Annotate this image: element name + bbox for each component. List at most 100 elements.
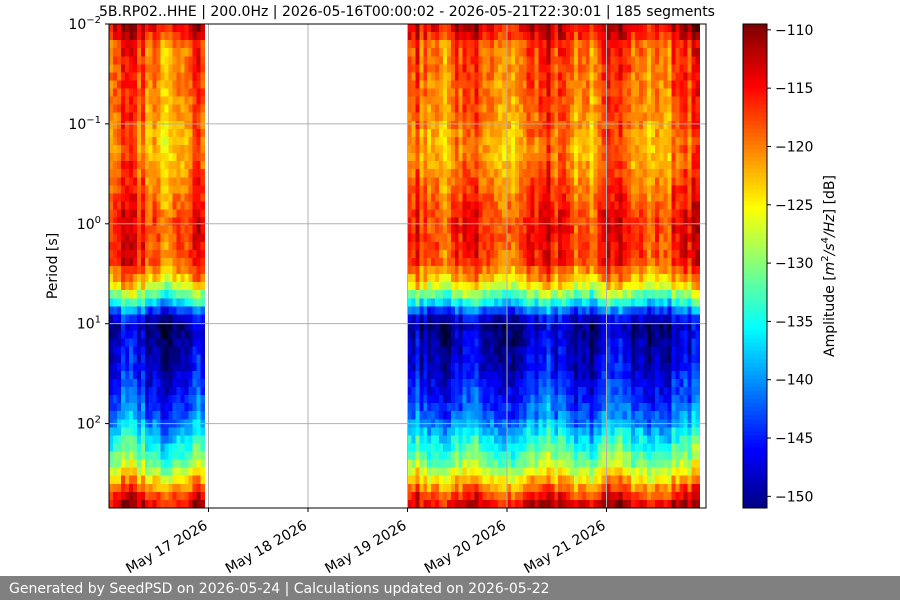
heatmap-cell <box>550 104 555 114</box>
heatmap-cell <box>474 96 479 106</box>
heatmap-cell <box>570 193 575 202</box>
heatmap-cell <box>148 266 154 275</box>
heatmap-cell <box>482 193 487 202</box>
heatmap-cell <box>470 411 475 420</box>
heatmap-cell <box>482 459 487 469</box>
heatmap-cell <box>152 185 158 194</box>
heatmap-cell <box>415 266 420 275</box>
heatmap-cell <box>562 290 567 299</box>
heatmap-cell <box>109 322 114 331</box>
heatmap-cell <box>415 112 420 122</box>
heatmap-cell <box>415 120 420 130</box>
heatmap-cell <box>482 136 487 146</box>
heatmap-cell <box>490 322 495 331</box>
heatmap-cell <box>184 411 189 420</box>
heatmap-cell <box>128 427 134 436</box>
heatmap-cell <box>470 314 475 323</box>
heatmap-cell <box>589 298 595 307</box>
heatmap-cell <box>168 225 173 235</box>
heatmap-cell <box>140 177 146 186</box>
heatmap-cell <box>474 112 479 122</box>
heatmap-cell <box>510 282 516 291</box>
heatmap-cell <box>176 330 181 339</box>
heatmap-cell <box>474 201 479 210</box>
heatmap-cell <box>585 266 591 275</box>
heatmap-cell <box>160 193 166 202</box>
heatmap-cell <box>431 395 436 404</box>
heatmap-cell <box>439 459 444 469</box>
heatmap-cell <box>478 443 483 452</box>
heatmap-cell <box>534 274 539 283</box>
heatmap-cell <box>164 72 169 81</box>
heatmap-cell <box>622 177 628 186</box>
heatmap-cell <box>562 378 567 388</box>
heatmap-cell <box>470 354 475 364</box>
heatmap-cell <box>180 306 185 315</box>
heatmap-cell <box>546 161 551 170</box>
heatmap-cell <box>188 387 193 396</box>
heatmap-cell <box>546 499 551 509</box>
heatmap-cell <box>156 427 162 436</box>
heatmap-cell <box>546 193 551 202</box>
heatmap-cell <box>196 201 201 210</box>
heatmap-cell <box>638 403 644 412</box>
heatmap-cell <box>566 443 571 452</box>
heatmap-cell <box>570 40 575 49</box>
heatmap-cell <box>196 249 201 259</box>
heatmap-cell <box>180 161 185 170</box>
heatmap-cell <box>597 378 602 388</box>
heatmap-cell <box>593 185 598 194</box>
heatmap-cell <box>530 185 535 194</box>
heatmap-cell <box>168 145 173 154</box>
heatmap-cell <box>526 169 532 178</box>
heatmap-cell <box>124 185 130 194</box>
heatmap-cell <box>458 451 464 460</box>
heatmap-cell <box>474 120 479 130</box>
heatmap-cell <box>148 161 154 170</box>
heatmap-cell <box>494 435 499 444</box>
heatmap-cell <box>546 32 551 41</box>
heatmap-cell <box>510 241 516 251</box>
heatmap-cell <box>638 161 644 170</box>
heatmap-cell <box>526 387 532 396</box>
heatmap-cell <box>180 145 185 154</box>
heatmap-cell <box>442 193 448 202</box>
heatmap-cell <box>462 201 467 210</box>
heatmap-cell <box>530 225 535 235</box>
heatmap-cell <box>152 282 158 291</box>
heatmap-cell <box>507 330 512 339</box>
heatmap-cell <box>570 346 575 356</box>
heatmap-cell <box>180 298 185 307</box>
heatmap-cell <box>140 362 146 372</box>
heatmap-cell <box>160 249 166 259</box>
heatmap-cell <box>446 290 452 299</box>
heatmap-cell <box>128 346 134 356</box>
heatmap-cell <box>109 145 114 154</box>
heatmap-cell <box>614 354 620 364</box>
heatmap-cell <box>446 459 452 469</box>
heatmap-cell <box>188 48 193 57</box>
heatmap-cell <box>184 483 189 493</box>
heatmap-cell <box>554 346 559 356</box>
heatmap-cell <box>124 217 130 227</box>
heatmap-cell <box>514 346 520 356</box>
heatmap-cell <box>450 411 456 420</box>
heatmap-cell <box>478 225 483 235</box>
heatmap-cell <box>538 80 543 89</box>
heatmap-cell <box>144 120 150 130</box>
heatmap-cell <box>634 306 640 315</box>
heatmap-cell <box>577 80 583 89</box>
heatmap-cell <box>132 346 138 356</box>
heatmap-cell <box>458 233 464 243</box>
heatmap-cell <box>622 330 628 339</box>
heatmap-cell <box>419 88 424 97</box>
heatmap-cell <box>606 451 611 460</box>
heatmap-cell <box>152 435 158 444</box>
heatmap-cell <box>566 32 571 41</box>
heatmap-cell <box>427 161 432 170</box>
heatmap-cell <box>618 48 624 57</box>
heatmap-cell <box>112 266 118 275</box>
heatmap-cell <box>466 193 471 202</box>
heatmap-cell <box>427 56 432 65</box>
heatmap-cell <box>606 266 611 275</box>
